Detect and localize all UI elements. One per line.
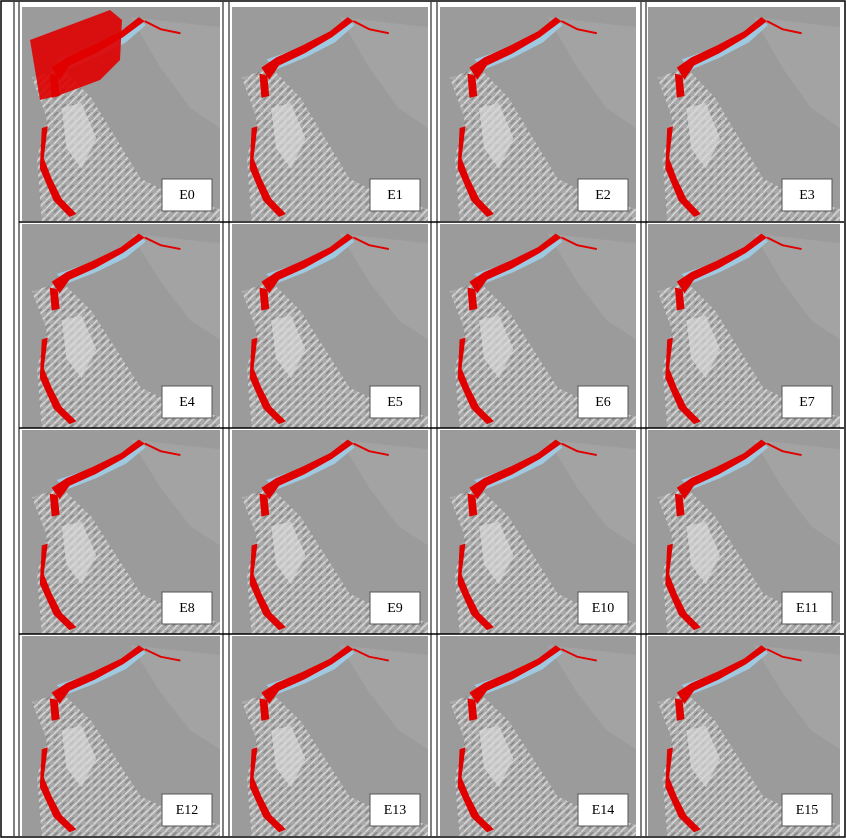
panel-label: E2 (595, 188, 611, 203)
panel-grid: E0 E1 E2 E3 E4 E5 E6 E7 E8 E9 E10 E11 E12 E13 E14 E15 (13, 2, 844, 837)
flood-extent (30, 10, 122, 100)
label-box (781, 385, 833, 419)
panel-label: E7 (799, 395, 815, 410)
map-panel: E12 (21, 635, 221, 837)
label-box (781, 793, 833, 827)
label-box (577, 591, 629, 625)
label-box (369, 591, 421, 625)
map-panel: E9 (231, 429, 429, 635)
map-panel: E13 (231, 635, 429, 837)
map-panel: E0 (20, 5, 222, 223)
map-panel: E3 (646, 5, 842, 223)
panel-label: E8 (179, 601, 195, 616)
label-box (781, 591, 833, 625)
label-box (577, 178, 629, 212)
panel-label: E9 (387, 601, 403, 616)
label-box (577, 385, 629, 419)
panel-label: E10 (592, 601, 615, 616)
map-panel: E2 (438, 5, 638, 223)
panel-label: E5 (387, 395, 403, 410)
label-box (161, 591, 213, 625)
label-box (369, 385, 421, 419)
label-box (577, 793, 629, 827)
label-box (369, 793, 421, 827)
panel-label: E1 (387, 188, 403, 203)
map-panel: E11 (647, 429, 841, 635)
map-panel: E4 (21, 223, 221, 429)
map-panel: E5 (231, 223, 429, 429)
map-panel: E10 (439, 429, 637, 635)
map-panel: E1 (230, 5, 430, 223)
panel-label: E13 (384, 803, 407, 818)
label-box (369, 178, 421, 212)
panel-label: E6 (595, 395, 611, 410)
map-panel: E8 (21, 429, 221, 635)
label-box (781, 178, 833, 212)
panel-label: E4 (179, 395, 195, 410)
map-panel: E14 (439, 635, 637, 837)
panel-label: E15 (796, 803, 819, 818)
label-box (161, 793, 213, 827)
label-box (161, 178, 213, 212)
label-box (161, 385, 213, 419)
panel-label: E11 (796, 601, 818, 616)
panel-label: E14 (592, 803, 615, 818)
map-panel: E6 (439, 223, 637, 429)
map-panel: E15 (647, 635, 841, 837)
panel-label: E12 (176, 803, 199, 818)
panel-label: E3 (799, 188, 815, 203)
panel-label: E0 (179, 188, 195, 203)
map-panel: E7 (647, 223, 841, 429)
